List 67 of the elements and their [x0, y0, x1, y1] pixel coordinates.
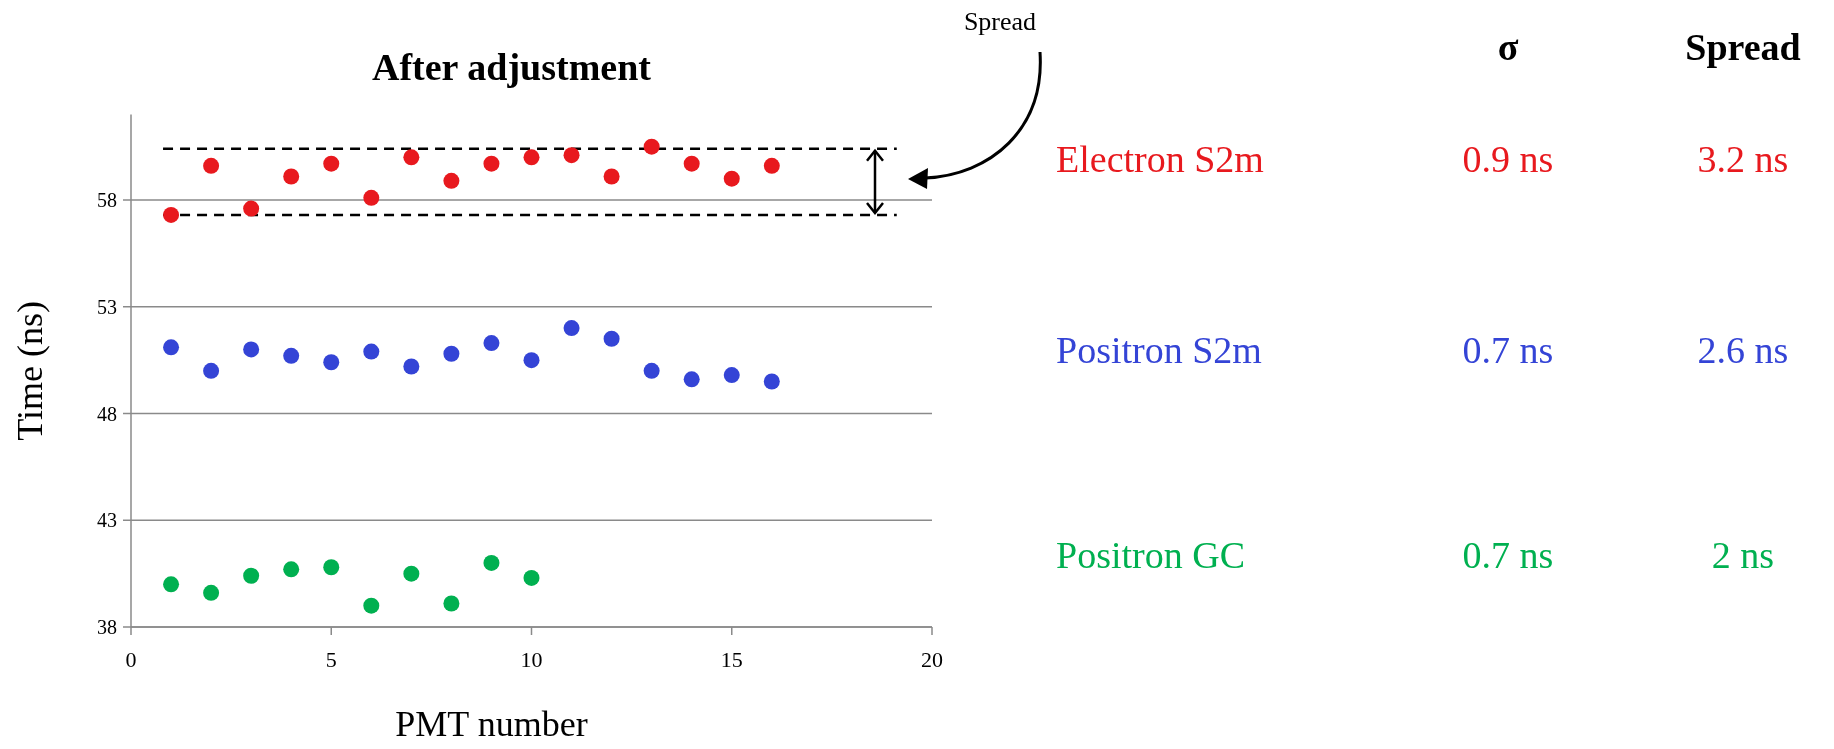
point [643, 362, 660, 379]
point [723, 367, 740, 384]
text: Positron S2m [1056, 329, 1262, 372]
point [523, 352, 540, 369]
y-tick-label: 58 [97, 189, 117, 211]
x-tick-label: 0 [125, 647, 137, 672]
point [603, 168, 620, 185]
point [443, 345, 460, 362]
text: Positron GC [1056, 534, 1245, 577]
x-tick-label: 5 [325, 647, 337, 672]
x-tick-label: 10 [520, 647, 543, 672]
point [483, 554, 500, 571]
text: 3.2 ns [1697, 138, 1789, 180]
point [203, 362, 220, 379]
point [203, 157, 220, 174]
point [563, 320, 580, 337]
x-tick-label: 15 [720, 647, 743, 672]
y-tick-label: 48 [97, 402, 117, 425]
point [243, 200, 260, 217]
point [363, 343, 380, 360]
y-tick-label: 53 [97, 295, 117, 318]
point [403, 565, 420, 582]
point [403, 358, 420, 375]
point [323, 559, 340, 576]
text: 0.7 ns [1462, 329, 1554, 372]
point [763, 373, 780, 390]
point [163, 576, 180, 593]
text: 0.7 ns [1462, 534, 1554, 577]
text: 2 ns [1711, 534, 1775, 577]
text: 2.6 ns [1697, 329, 1789, 372]
point [283, 347, 300, 364]
y-tick-label: 38 [97, 616, 117, 638]
point [363, 189, 380, 206]
point [443, 172, 460, 189]
point [683, 371, 700, 388]
x-tick-label: 20 [921, 647, 943, 672]
point [323, 155, 340, 172]
point [523, 149, 540, 166]
x-axis-title: PMT number [395, 704, 588, 744]
chart-title: After adjustment [372, 46, 652, 88]
text: Spread [1685, 26, 1801, 68]
point [483, 335, 500, 352]
point [163, 206, 180, 223]
text: σ [1497, 26, 1519, 68]
point [363, 597, 380, 614]
point [723, 170, 740, 187]
point [163, 339, 180, 356]
point [243, 567, 260, 584]
text: 0.9 ns [1462, 138, 1554, 180]
text: Electron S2m [1056, 138, 1264, 180]
point [283, 561, 300, 578]
point [683, 155, 700, 172]
point [403, 149, 420, 166]
point [283, 168, 300, 185]
point [203, 584, 220, 601]
point [643, 138, 660, 155]
point [443, 595, 460, 612]
text: Spread [963, 7, 1037, 36]
point [323, 354, 340, 371]
point [483, 155, 500, 172]
y-tick-label: 43 [97, 509, 117, 532]
point [563, 147, 580, 164]
point [763, 157, 780, 174]
point [603, 330, 620, 347]
point [523, 569, 540, 586]
point [243, 341, 260, 358]
y-axis-title: Time (ns) [10, 300, 50, 441]
